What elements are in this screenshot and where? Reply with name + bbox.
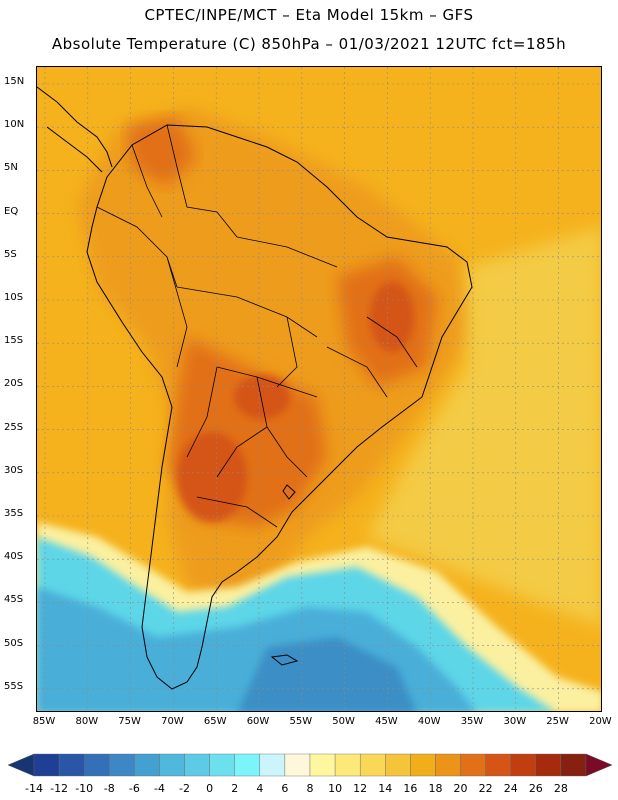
colorbar-tick-label: 12 [353, 782, 368, 795]
latitude-label: 20S [4, 378, 24, 390]
very-hot-patch [234, 375, 290, 419]
colorbar-tick-label: 14 [378, 782, 393, 795]
colorbar-tick-label: 24 [503, 782, 518, 795]
longitude-label: 25W [546, 716, 569, 727]
colorbar-tick-label: 22 [478, 782, 493, 795]
colorbar-swatch [83, 753, 110, 777]
country-borders [96, 124, 418, 528]
colorbar-swatch [485, 753, 511, 777]
longitude-label: 65W [203, 716, 227, 727]
colorbar-tick-label: 8 [306, 782, 314, 795]
colorbar-tick-label: -8 [103, 782, 115, 795]
falklands [270, 654, 299, 666]
latitude-label: 50S [4, 637, 24, 649]
colorbar-tick-label: 16 [403, 782, 418, 795]
colorbar-tick-label: 2 [231, 782, 239, 795]
longitude-label: 55W [289, 716, 313, 727]
latitude-label: 25S [4, 421, 24, 433]
colorbar-tick-label: 0 [206, 782, 214, 795]
very-hot-patch [370, 282, 414, 352]
colorbar-swatch [33, 753, 60, 777]
longitude-label: 35W [460, 716, 484, 727]
colorbar-swatch [334, 753, 361, 777]
colorbar-tick-label: -14 [25, 782, 43, 795]
south-america-coast [86, 124, 473, 690]
latitude-label: 45S [4, 594, 24, 606]
colorbar-swatch [460, 753, 486, 777]
colorbar-tick-label: -6 [128, 782, 140, 795]
longitude-label: 45W [375, 716, 398, 727]
lat-lon-gridlines [37, 67, 601, 711]
latitude-label: 35S [4, 508, 24, 519]
colorbar-tick-label: -10 [75, 782, 94, 795]
chart-subtitle: Absolute Temperature (C) 850hPa – 01/03/… [51, 35, 567, 53]
colorbar-tick-label: 26 [528, 782, 543, 795]
latitude-label: 40S [4, 551, 24, 563]
colorbar-swatch [259, 753, 286, 777]
latitude-label: 15S [4, 335, 24, 347]
map-canvas [37, 67, 601, 711]
latitude-label: 55S [4, 680, 24, 692]
temperature-map [36, 66, 602, 712]
mild-atlantic-region [367, 227, 601, 627]
latitude-label: EQ [4, 205, 19, 217]
latitude-label: 10N [4, 119, 25, 131]
colorbar-swatch [159, 753, 185, 777]
colorbar-tick-label: 18 [428, 782, 443, 795]
colorbar-swatch [385, 753, 411, 777]
colorbar-swatch [410, 753, 436, 777]
colorbar-swatch [109, 753, 135, 777]
hot-north-region [127, 117, 197, 187]
colorbar-swatch [284, 753, 311, 777]
colorbar-tick-label: 4 [256, 782, 264, 795]
latitude-label: 30S [4, 464, 24, 476]
colorbar-low-cap [7, 753, 35, 777]
colorbar-tick-label: -4 [153, 782, 165, 795]
colorbar-swatch [435, 753, 461, 777]
colorbar-tick-label: 10 [328, 782, 343, 795]
colorbar-tick-label: -12 [50, 782, 69, 795]
longitude-label: 50W [332, 716, 355, 727]
color-scale-bar [7, 753, 613, 777]
longitude-label: 30W [503, 716, 527, 727]
colorbar-swatch [535, 753, 562, 777]
colorbar-swatch [510, 753, 537, 777]
latitude-label: 5S [4, 248, 17, 260]
colorbar-swatch [309, 753, 336, 777]
colorbar-swatch [134, 753, 160, 777]
colorbar-tick-label: -2 [179, 782, 191, 795]
colorbar-tick-label: 6 [281, 782, 289, 795]
latitude-label: 10S [4, 292, 24, 303]
latitude-label: 5N [4, 162, 18, 174]
colorbar-swatch [58, 753, 85, 777]
colorbar-tick-label: 20 [453, 782, 468, 795]
colorbar-swatch [560, 753, 587, 777]
longitude-label: 20W [589, 716, 612, 727]
longitude-label: 40W [417, 716, 441, 727]
lagoon [282, 484, 296, 500]
longitude-label: 70W [161, 716, 184, 727]
coastlines [37, 86, 473, 690]
latitude-label: 15N [4, 76, 25, 87]
longitude-label: 80W [75, 716, 99, 727]
colorbar-swatch [209, 753, 235, 777]
chart-title: CPTEC/INPE/MCT – Eta Model 15km – GFS [144, 6, 474, 24]
longitude-label: 60W [246, 716, 270, 727]
colorbar-swatch [184, 753, 210, 777]
central-america-coast [37, 86, 113, 173]
colorbar-swatch [359, 753, 386, 777]
longitude-label: 85W [32, 716, 56, 727]
very-hot-patch [177, 432, 247, 522]
longitude-label: 75W [118, 716, 141, 727]
colorbar-high-cap [585, 753, 613, 777]
colorbar-swatch [234, 753, 261, 777]
colorbar-tick-label: 28 [553, 782, 568, 795]
